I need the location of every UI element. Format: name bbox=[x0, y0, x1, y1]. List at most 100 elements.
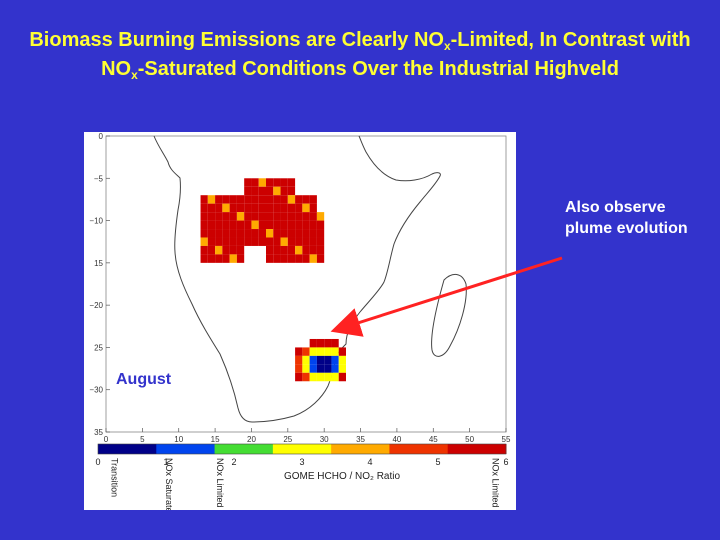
heat-cell bbox=[222, 229, 230, 238]
heat-cell bbox=[316, 338, 325, 348]
heat-cell bbox=[287, 245, 296, 255]
heat-cell bbox=[251, 229, 259, 238]
heat-cell bbox=[236, 203, 245, 213]
heat-cell bbox=[316, 245, 325, 255]
heat-cell bbox=[236, 254, 245, 263]
heat-cell bbox=[280, 254, 288, 263]
heat-cell bbox=[222, 237, 230, 246]
heat-cell bbox=[200, 245, 208, 255]
x-tick-label: 55 bbox=[502, 435, 511, 444]
colorbar-segment bbox=[331, 444, 390, 454]
heat-cell bbox=[309, 212, 317, 221]
heat-cell bbox=[309, 355, 317, 365]
heat-cell bbox=[302, 237, 310, 246]
heat-cell bbox=[251, 186, 259, 196]
heat-cell bbox=[251, 237, 259, 246]
heat-cell bbox=[280, 220, 288, 230]
heat-cell bbox=[266, 195, 274, 204]
heatmap-cells bbox=[200, 178, 346, 382]
heat-cell bbox=[229, 212, 237, 221]
heat-cell bbox=[273, 186, 281, 196]
colorbar-segment bbox=[156, 444, 216, 454]
heat-cell bbox=[324, 338, 332, 348]
heat-cell bbox=[295, 254, 303, 263]
heat-cell bbox=[280, 229, 288, 238]
heat-cell bbox=[295, 355, 303, 365]
heat-cell bbox=[273, 245, 281, 255]
heat-cell bbox=[287, 178, 296, 187]
heat-cell bbox=[200, 212, 208, 221]
y-axis: 0 −5 −10 15 −20 25 −30 35 bbox=[89, 132, 110, 437]
heat-cell bbox=[266, 212, 274, 221]
colorbar-segment bbox=[389, 444, 449, 454]
heat-cell bbox=[251, 178, 259, 187]
heat-cell bbox=[236, 212, 245, 221]
heat-cell bbox=[316, 364, 325, 373]
heat-cell bbox=[331, 338, 339, 348]
heat-cell bbox=[229, 220, 237, 230]
colorbar-class-label: Transition bbox=[110, 458, 120, 497]
heat-cell bbox=[316, 347, 325, 356]
heat-cell bbox=[302, 203, 310, 213]
heat-cell bbox=[251, 195, 259, 204]
heat-cell bbox=[338, 355, 346, 365]
x-tick-label: 35 bbox=[356, 435, 365, 444]
heat-cell bbox=[222, 245, 230, 255]
heat-cell bbox=[244, 186, 252, 196]
heat-cell bbox=[316, 372, 325, 382]
heat-cell bbox=[287, 254, 296, 263]
heat-cell bbox=[229, 203, 237, 213]
y-tick-label: 15 bbox=[94, 259, 103, 268]
heat-cell bbox=[273, 237, 281, 246]
x-tick-label: 15 bbox=[211, 435, 220, 444]
heat-cell bbox=[229, 245, 237, 255]
heat-cell bbox=[266, 178, 274, 187]
heat-cell bbox=[295, 372, 303, 382]
heat-cell bbox=[302, 212, 310, 221]
heat-cell bbox=[273, 229, 281, 238]
heat-cell bbox=[338, 347, 346, 356]
heat-cell bbox=[229, 237, 237, 246]
x-tick-label: 45 bbox=[429, 435, 438, 444]
heat-cell bbox=[258, 186, 266, 196]
heat-cell bbox=[295, 364, 303, 373]
y-tick-label: −30 bbox=[89, 386, 103, 395]
heat-cell bbox=[200, 237, 208, 246]
heat-cell bbox=[251, 203, 259, 213]
heat-cell bbox=[215, 195, 223, 204]
colorbar-class-label: NOx Limited bbox=[490, 458, 500, 508]
heat-cell bbox=[280, 212, 288, 221]
y-tick-label: −10 bbox=[89, 217, 103, 226]
colorbar-tick-label: 2 bbox=[231, 457, 236, 467]
heat-cell bbox=[207, 254, 216, 263]
heat-cell bbox=[207, 245, 216, 255]
heat-cell bbox=[200, 195, 208, 204]
heat-cell bbox=[316, 254, 325, 263]
plume-callout: Also observe plume evolution bbox=[565, 199, 688, 237]
heat-cell bbox=[309, 237, 317, 246]
heat-cell bbox=[215, 203, 223, 213]
heat-cell bbox=[200, 229, 208, 238]
heat-cell bbox=[266, 254, 274, 263]
heat-cell bbox=[244, 212, 252, 221]
heat-cell bbox=[273, 203, 281, 213]
heat-cell bbox=[222, 220, 230, 230]
colorbar-class-label: NOx Limited bbox=[215, 458, 225, 508]
colorbar-tick-label: 3 bbox=[299, 457, 304, 467]
y-tick-label: 25 bbox=[94, 343, 103, 352]
heat-cell bbox=[258, 212, 266, 221]
colorbar: 0 1 2 3 4 5 6 Transition NOx Saturated NOx Limite… bbox=[95, 443, 509, 510]
heat-cell bbox=[215, 254, 223, 263]
heat-cell bbox=[302, 229, 310, 238]
heat-cell bbox=[324, 364, 332, 373]
heat-cell bbox=[309, 245, 317, 255]
heat-cell bbox=[280, 195, 288, 204]
heat-cell bbox=[302, 355, 310, 365]
heat-cell bbox=[244, 220, 252, 230]
heat-cell bbox=[280, 186, 288, 196]
heat-cell bbox=[295, 220, 303, 230]
heat-cell bbox=[200, 254, 208, 263]
heat-cell bbox=[287, 203, 296, 213]
heat-cell bbox=[302, 364, 310, 373]
heat-cell bbox=[258, 237, 266, 246]
